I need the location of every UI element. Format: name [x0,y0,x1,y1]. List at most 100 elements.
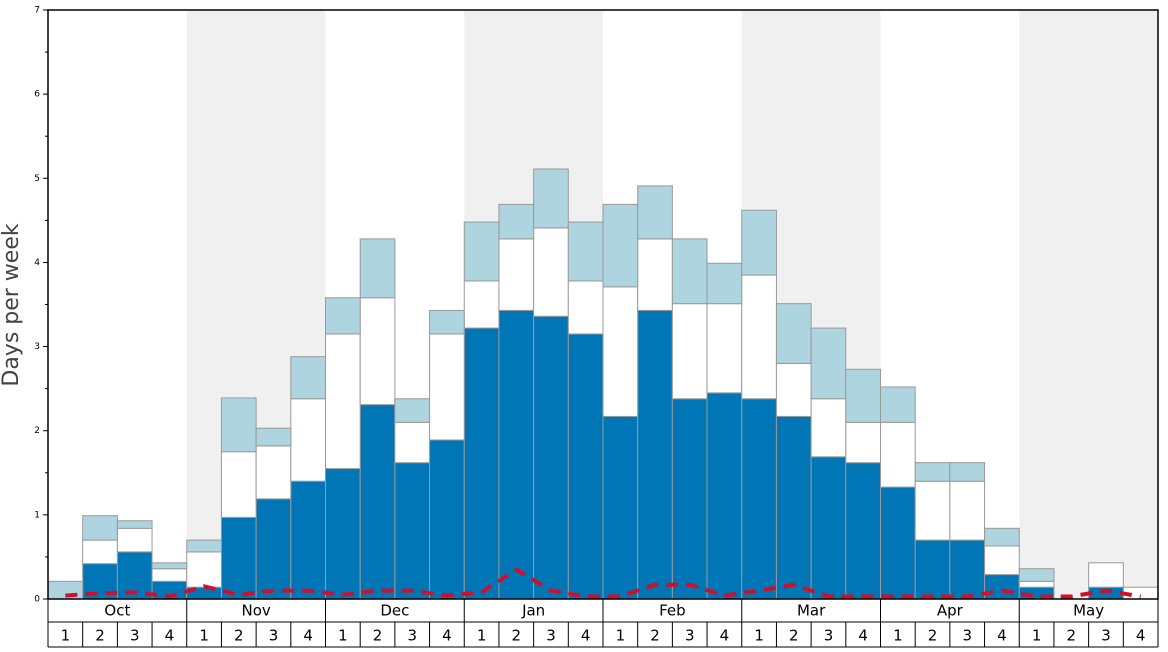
x-tick-label: 2 [1067,627,1077,645]
x-tick-label: 4 [720,627,730,645]
bar-segment [394,462,431,600]
bar-segment [220,451,257,518]
bar-segment [290,398,326,482]
x-tick-label: 3 [130,627,140,645]
x-tick-label: 4 [303,627,313,645]
bar-segment [325,333,361,470]
bar-segment [845,421,881,464]
bar-segment [741,209,777,276]
bar-segment [255,427,292,447]
bar-segment [949,462,986,482]
bar-segment [533,315,569,600]
y-tick-label: 5 [34,174,40,184]
bar-segment [602,286,639,417]
bar-segment [82,515,118,541]
bar-segment [463,280,500,329]
bar-segment [637,309,673,600]
month-label: Nov [241,602,270,620]
bar-segment [706,262,743,305]
x-tick-label: 1 [338,627,348,645]
bar-segment [498,238,535,311]
bar-segment [567,333,604,600]
y-tick-label: 0 [34,595,40,605]
bar-segment [810,398,847,458]
x-tick-label: 2 [95,627,105,645]
bar-segment [290,480,326,600]
bar-segment [845,462,881,600]
bar-segment [810,327,847,400]
x-tick-label: 4 [581,627,591,645]
bar-segment [220,397,257,453]
x-tick-label: 1 [893,627,903,645]
bar-segment [984,527,1020,547]
bar-segment [845,368,881,423]
x-tick-label: 3 [962,627,972,645]
bar-segment [47,580,84,600]
month-label: Jan [521,602,545,620]
bar-segment [949,539,986,600]
bar-segment [706,392,743,600]
bar-segment [880,486,916,600]
x-tick-label: 2 [928,627,938,645]
bar-segment [637,238,673,311]
month-band [1019,10,1158,599]
bar-segment [429,309,465,335]
x-tick-label: 3 [824,627,834,645]
bar-segment [741,274,777,400]
bar-segment [741,398,777,600]
bar-segment [914,539,951,600]
bar-segment [359,404,396,600]
y-tick-label: 2 [34,426,40,436]
x-tick-label: 4 [442,627,452,645]
bar-segment [602,415,639,600]
x-tick-label: 2 [650,627,660,645]
bar-segment [359,297,396,406]
y-tick-label: 3 [34,342,40,352]
y-tick-label: 7 [34,6,40,16]
bar-segment [637,185,673,240]
bar-segment [116,527,153,553]
bar-segment [186,551,222,588]
bar-segment [220,516,257,600]
bar-segment [810,456,847,600]
x-tick-label: 1 [477,627,487,645]
bar-segment [116,520,153,529]
x-tick-label: 1 [754,627,764,645]
x-tick-label: 2 [373,627,383,645]
bar-segment [394,421,431,464]
x-tick-label: 4 [1136,627,1146,645]
month-label: Mar [797,602,826,620]
bar-segment [533,168,569,229]
bar-segment [984,574,1020,600]
x-tick-label: 2 [789,627,799,645]
bar-segment [186,539,222,553]
bar-segment [984,545,1020,576]
x-tick-label: 1 [1032,627,1042,645]
bar-segment [498,203,535,240]
bar-segment [914,462,951,482]
bar-segment [533,227,569,317]
bar-segment [151,562,188,570]
x-tick-label: 3 [269,627,279,645]
bar-segment [359,238,396,299]
bar-segment [255,498,292,600]
y-tick-label: 1 [34,510,40,520]
bar-segment [602,203,639,288]
x-tick-label: 3 [407,627,417,645]
bar-segment [1088,562,1124,588]
month-label: May [1073,602,1104,620]
y-tick-label: 6 [34,90,40,100]
bar-segment [290,356,326,400]
month-label: Oct [104,602,130,620]
x-tick-label: 1 [199,627,209,645]
bar-segment [255,445,292,500]
x-tick-label: 4 [858,627,868,645]
bar-segment [1018,580,1055,588]
bar-segment [325,468,361,600]
line-series [65,567,1141,599]
bar-segment [706,303,743,394]
x-tick-label: 2 [234,627,244,645]
bar-segment [463,327,500,600]
bar-segment [949,480,986,541]
